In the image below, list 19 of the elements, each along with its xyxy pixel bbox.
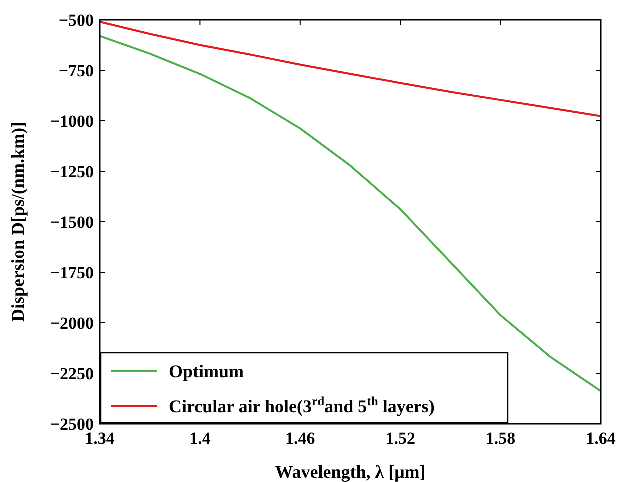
y-tick-label: −1250 [50, 162, 94, 182]
line-series [99, 35, 602, 392]
x-tick-label: 1.52 [386, 429, 416, 448]
y-tick-label: −750 [58, 61, 94, 80]
x-tick-label: 1.46 [286, 429, 316, 448]
y-tick-label: −2250 [50, 364, 94, 384]
y-tick-label: −2000 [50, 314, 94, 333]
x-axis-title: Wavelength, λ [μm] [275, 462, 426, 482]
line-series [99, 21, 602, 118]
y-tick-label: −1750 [50, 263, 94, 282]
y-tick-label: −1000 [50, 112, 94, 131]
y-tick-label: −500 [58, 10, 94, 30]
y-axis-title: Dispersion D[ps/(nm.km)] [8, 122, 28, 322]
legend-label: Optimum [169, 361, 244, 382]
x-tick-label: 1.58 [486, 429, 516, 448]
y-tick-label: −1500 [50, 212, 94, 232]
x-tick-label: 1.4 [190, 429, 212, 448]
legend-label: Circular air hole(3$^{rd}$and 5$^{th}$ layers) [169, 394, 435, 416]
x-tick-label: 1.64 [586, 429, 616, 448]
